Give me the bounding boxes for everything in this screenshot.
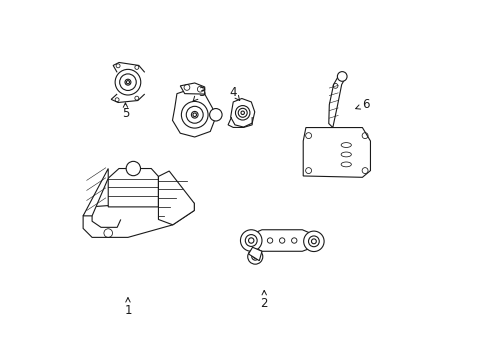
- Circle shape: [251, 253, 258, 260]
- Circle shape: [235, 105, 249, 120]
- Polygon shape: [248, 247, 262, 261]
- Polygon shape: [108, 168, 158, 207]
- Polygon shape: [303, 127, 370, 177]
- Polygon shape: [158, 171, 194, 225]
- Circle shape: [303, 231, 324, 252]
- Polygon shape: [83, 200, 194, 237]
- Circle shape: [245, 235, 257, 247]
- Ellipse shape: [341, 162, 351, 167]
- Circle shape: [115, 69, 141, 95]
- Circle shape: [209, 109, 222, 121]
- Text: 1: 1: [124, 298, 131, 318]
- Ellipse shape: [341, 143, 351, 148]
- Circle shape: [337, 72, 346, 81]
- Circle shape: [125, 79, 131, 85]
- Circle shape: [247, 249, 262, 264]
- Text: 2: 2: [260, 291, 267, 310]
- Polygon shape: [328, 76, 346, 127]
- Polygon shape: [180, 83, 204, 94]
- Circle shape: [240, 230, 262, 251]
- Polygon shape: [252, 230, 312, 251]
- Circle shape: [308, 236, 319, 247]
- Text: 3: 3: [193, 86, 205, 101]
- Text: 4: 4: [229, 86, 239, 100]
- Polygon shape: [172, 89, 215, 137]
- Circle shape: [126, 161, 140, 176]
- Ellipse shape: [341, 152, 351, 157]
- Polygon shape: [83, 168, 108, 216]
- Circle shape: [181, 102, 207, 128]
- Text: 6: 6: [355, 98, 369, 111]
- Text: 5: 5: [122, 103, 129, 120]
- Circle shape: [191, 112, 198, 118]
- Polygon shape: [230, 99, 254, 127]
